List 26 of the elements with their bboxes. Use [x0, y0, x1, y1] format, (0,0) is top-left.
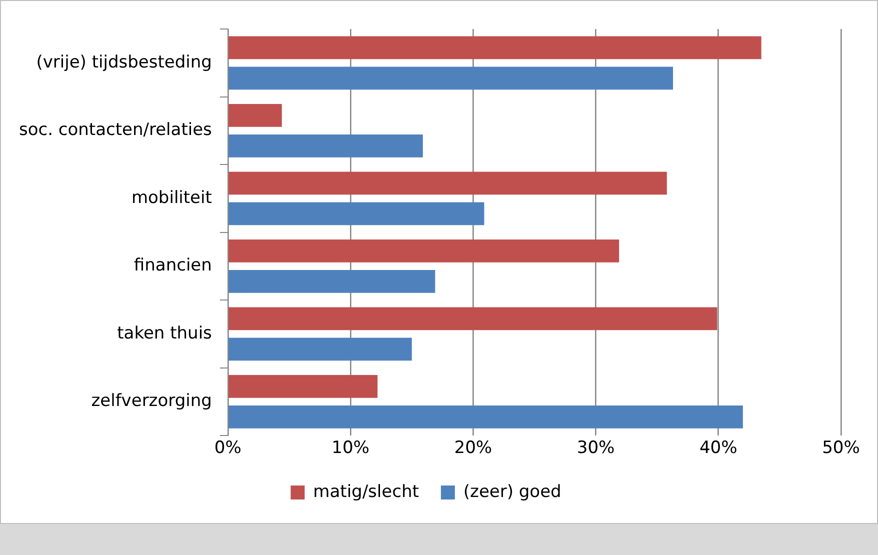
bar [228, 270, 436, 293]
x-tick-label: 0% [214, 438, 242, 458]
y-tick-label: financien [134, 256, 212, 276]
bar [228, 104, 282, 127]
x-tick-label: 10% [332, 438, 370, 458]
bar [228, 338, 412, 361]
bar [228, 172, 667, 195]
bar [228, 66, 674, 90]
legend-label: (zeer) goed [463, 482, 562, 502]
x-tick-label: 50% [822, 438, 860, 458]
legend-label: matig/slecht [313, 482, 420, 502]
x-tick-label: 20% [454, 438, 492, 458]
x-tick-label: 30% [576, 438, 615, 458]
bar [228, 406, 743, 428]
bar [228, 134, 423, 158]
y-tick-label: mobiliteit [131, 188, 212, 208]
bar [228, 375, 378, 398]
bar [228, 202, 484, 226]
y-tick-label: soc. contacten/relaties [18, 120, 212, 140]
y-tick-label: (vrije) tijdsbesteding [36, 52, 212, 72]
bar [228, 36, 762, 60]
x-tick-label: 40% [699, 438, 738, 458]
bar [228, 307, 718, 330]
bar [228, 240, 620, 262]
y-tick-label: taken thuis [117, 323, 212, 344]
y-tick-label: zelfverzorging [91, 391, 212, 412]
